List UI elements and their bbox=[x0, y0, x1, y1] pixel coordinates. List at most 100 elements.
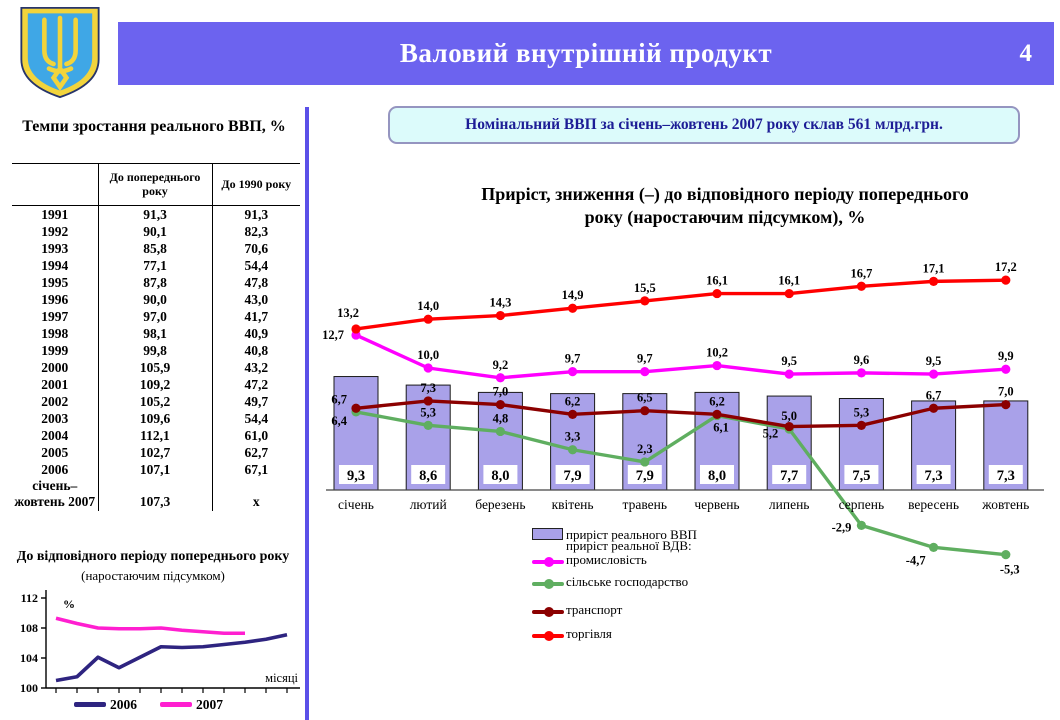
bar-value-label: 7,9 bbox=[564, 468, 582, 484]
data-point bbox=[856, 420, 867, 430]
bar-label-box bbox=[988, 465, 1023, 484]
data-point-label: 7,0 bbox=[998, 385, 1014, 399]
data-point bbox=[423, 420, 433, 430]
year-cell: 1992 bbox=[41, 224, 69, 239]
data-point-label: 6,5 bbox=[637, 391, 653, 405]
bar-value-label: 8,6 bbox=[419, 468, 437, 484]
bar-value-label: 7,7 bbox=[780, 468, 798, 484]
bar-value-label: 7,5 bbox=[852, 468, 870, 484]
value-cell: 91,3 bbox=[211, 205, 300, 223]
data-point-label: 10,0 bbox=[417, 348, 439, 362]
year-cell: 2003 bbox=[41, 411, 69, 426]
col-header: До 1990 року bbox=[211, 163, 300, 206]
bar-value-label: 8,0 bbox=[491, 468, 509, 484]
ylabel: % bbox=[63, 597, 75, 611]
year-cell: 1991 bbox=[41, 207, 69, 222]
data-point-label: 6,7 bbox=[926, 388, 942, 402]
data-point-label: 6,7 bbox=[331, 392, 347, 406]
main-chart: 9,3 8,6 8,0 7,9 7,9 8,0 7,7 7,5 7,3 7,3 12,7 10,0 9,… bbox=[322, 260, 1044, 577]
value-cell: 112,1 bbox=[97, 427, 212, 444]
data-point bbox=[929, 369, 939, 379]
month-label: січень bbox=[338, 497, 374, 512]
ukraine-coat-of-arms-icon bbox=[20, 6, 100, 99]
data-point-label: 16,1 bbox=[706, 274, 728, 288]
data-point bbox=[495, 310, 505, 321]
month-label: жовтень bbox=[981, 497, 1029, 512]
value-cell: 97,0 bbox=[97, 308, 212, 325]
table-row: 2000 105,9 43,2 bbox=[12, 359, 300, 376]
data-point-label: 5,3 bbox=[420, 405, 436, 419]
mini-chart-subtitle: (наростаючим підсумком) bbox=[81, 568, 225, 583]
data-point-label: 13,2 bbox=[337, 306, 359, 320]
value-cell: 41,7 bbox=[211, 308, 300, 325]
data-point bbox=[856, 368, 867, 378]
data-point bbox=[568, 445, 578, 455]
value-cell: 43,2 bbox=[211, 359, 300, 376]
year-cell: 1993 bbox=[41, 241, 69, 256]
value-cell: 67,1 bbox=[211, 461, 300, 478]
data-point-label: 16,7 bbox=[850, 266, 872, 280]
legend-bar-swatch bbox=[532, 528, 563, 540]
year-cell: 2001 bbox=[41, 377, 69, 392]
mini-chart: 100 104 108 112 % місяці 2006 2007 bbox=[20, 590, 300, 712]
data-point-label: 15,5 bbox=[634, 281, 656, 295]
value-cell: 70,6 bbox=[211, 240, 300, 257]
legend-label: торгівля bbox=[566, 626, 612, 641]
nominal-gdp-callout: Номінальний ВВП за січень–жовтень 2007 р… bbox=[388, 106, 1020, 144]
value-cell: 99,8 bbox=[97, 342, 212, 359]
month-label: вересень bbox=[908, 497, 959, 512]
page-number: 4 bbox=[1019, 39, 1033, 67]
table-row: 1994 77,1 54,4 bbox=[12, 257, 300, 274]
value-cell: 77,1 bbox=[97, 257, 212, 274]
value-cell: 54,4 bbox=[211, 410, 300, 427]
bar-value-label: 8,0 bbox=[708, 468, 726, 484]
data-point bbox=[640, 457, 650, 467]
series-line bbox=[355, 399, 1006, 429]
data-point-label: 9,7 bbox=[565, 352, 581, 366]
data-point-label: 9,6 bbox=[854, 353, 870, 367]
data-point-label: 5,3 bbox=[854, 405, 870, 419]
data-point bbox=[712, 360, 722, 371]
data-point-label: 12,7 bbox=[322, 328, 344, 342]
table-row: 2005 102,7 62,7 bbox=[12, 444, 300, 461]
data-point-label: 17,1 bbox=[923, 261, 945, 275]
year-cell: 2000 bbox=[41, 360, 69, 375]
bar-label-box bbox=[772, 465, 807, 484]
legend-label: промисловість bbox=[566, 552, 647, 567]
data-point bbox=[784, 421, 794, 432]
data-point bbox=[568, 303, 578, 313]
value-cell: 107,3 bbox=[97, 478, 212, 511]
year-cell: 1996 bbox=[41, 292, 69, 307]
bar-label-box bbox=[483, 465, 518, 484]
series-line bbox=[355, 410, 1006, 557]
legend-label: транспорт bbox=[566, 602, 623, 617]
data-point-label: 14,9 bbox=[562, 288, 584, 302]
data-point bbox=[423, 314, 433, 324]
month-label: липень bbox=[769, 497, 810, 512]
table-row: 1992 90,1 82,3 bbox=[12, 223, 300, 240]
series-transport: 6,7 7,3 7,0 6,2 6,5 6,2 5,2 5,3 6,7 7,0 bbox=[331, 381, 1013, 441]
bar-label-box bbox=[627, 465, 662, 484]
data-point-label: 7,0 bbox=[493, 385, 509, 399]
data-point-label: 3,3 bbox=[565, 430, 581, 444]
data-point bbox=[568, 409, 578, 419]
bar-label-box bbox=[339, 465, 373, 484]
data-point-label: 9,7 bbox=[637, 352, 653, 366]
data-point bbox=[856, 281, 867, 291]
data-point-label: 9,9 bbox=[998, 349, 1014, 363]
data-point bbox=[784, 369, 794, 379]
data-point bbox=[929, 403, 939, 413]
data-point bbox=[856, 520, 867, 530]
data-point bbox=[495, 373, 505, 383]
series-agriculture: 6,4 5,3 4,8 3,3 2,3 6,1 5,0 -2,9 -4,7 -5,3 bbox=[331, 405, 1019, 576]
y-tick-label: 104 bbox=[20, 651, 38, 665]
data-point-label: 6,1 bbox=[713, 421, 729, 435]
value-cell: 109,6 bbox=[97, 410, 212, 427]
table-row: 2004 112,1 61,0 bbox=[12, 427, 300, 444]
data-point-label: 9,5 bbox=[926, 354, 942, 368]
growth-table-title: Темпи зростання реального ВВП, % bbox=[22, 118, 286, 135]
y-tick-label: 108 bbox=[20, 621, 38, 635]
value-cell: х bbox=[211, 478, 300, 511]
value-cell: 107,1 bbox=[97, 461, 212, 478]
